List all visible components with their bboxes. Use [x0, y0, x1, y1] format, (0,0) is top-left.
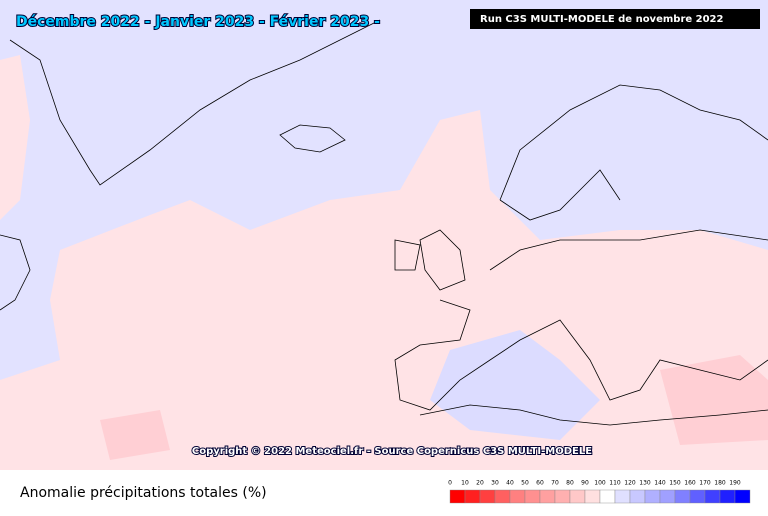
colorbar-swatch [449, 489, 466, 504]
colorbar-swatch [554, 489, 571, 504]
run-label: Run C3S MULTI-MODELE de novembre 2022 [480, 14, 724, 25]
colorbar: 0 10 20 30 40 50 60 70 80 90 100 110 120 130 140 150 160… [448, 480, 751, 504]
colorbar-tick-label: 20 [476, 480, 484, 487]
run-box [470, 9, 760, 29]
anomaly-area [660, 355, 768, 445]
coastline [499, 84, 768, 221]
colorbar-swatch [599, 489, 616, 504]
colorbar-tick-label: 70 [551, 480, 559, 487]
colorbar-swatch [479, 489, 496, 504]
colorbar-tick-label: 0 [448, 480, 452, 487]
colorbar-swatch [524, 489, 541, 504]
coastline [279, 124, 346, 153]
anomaly-area [400, 150, 470, 200]
colorbar-swatch [539, 489, 556, 504]
colorbar-swatch [704, 489, 721, 504]
colorbar-tick-label: 190 [729, 480, 741, 487]
colorbar-swatch [464, 489, 481, 504]
colorbar-tick-label: 160 [684, 480, 696, 487]
anomaly-area [430, 330, 600, 440]
colorbar-swatch [734, 489, 751, 504]
colorbar-tick-label: 50 [521, 480, 529, 487]
colorbar-swatch [494, 489, 511, 504]
copyright: Copyright © 2022 Meteociel.fr - Source C… [192, 446, 592, 457]
colorbar-swatch [584, 489, 601, 504]
coastline [394, 229, 768, 411]
legend-title: Anomalie précipitations totales (%) [20, 485, 267, 501]
colorbar-tick-label: 80 [566, 480, 574, 487]
colorbar-swatch [509, 489, 526, 504]
coastline [0, 234, 31, 311]
colorbar-swatch [674, 489, 691, 504]
colorbar-tick-label: 10 [461, 480, 469, 487]
colorbar-tick-label: 30 [491, 480, 499, 487]
colorbar-tick-label: 110 [609, 480, 621, 487]
colorbar-swatch [719, 489, 736, 504]
colorbar-tick-label: 150 [669, 480, 681, 487]
colorbar-tick-label: 90 [581, 480, 589, 487]
coastline [419, 404, 768, 426]
anomaly-area [100, 410, 170, 460]
colorbar-swatch [569, 489, 586, 504]
colorbar-swatch [644, 489, 661, 504]
colorbar-tick-label: 60 [536, 480, 544, 487]
map [0, 0, 768, 470]
colorbar-tick-label: 180 [714, 480, 726, 487]
colorbar-tick-label: 120 [624, 480, 636, 487]
coastline [9, 19, 381, 186]
colorbar-tick-label: 170 [699, 480, 711, 487]
colorbar-swatch [659, 489, 676, 504]
colorbar-swatch [614, 489, 631, 504]
colorbar-swatch [629, 489, 646, 504]
colorbar-tick-label: 100 [594, 480, 606, 487]
colorbar-tick-label: 40 [506, 480, 514, 487]
anomaly-area [0, 55, 30, 220]
colorbar-swatch [689, 489, 706, 504]
colorbar-tick-label: 140 [654, 480, 666, 487]
coastline [394, 229, 466, 291]
colorbar-tick-label: 130 [639, 480, 651, 487]
map-title: Décembre 2022 - Janvier 2023 - Février 2… [16, 14, 380, 30]
